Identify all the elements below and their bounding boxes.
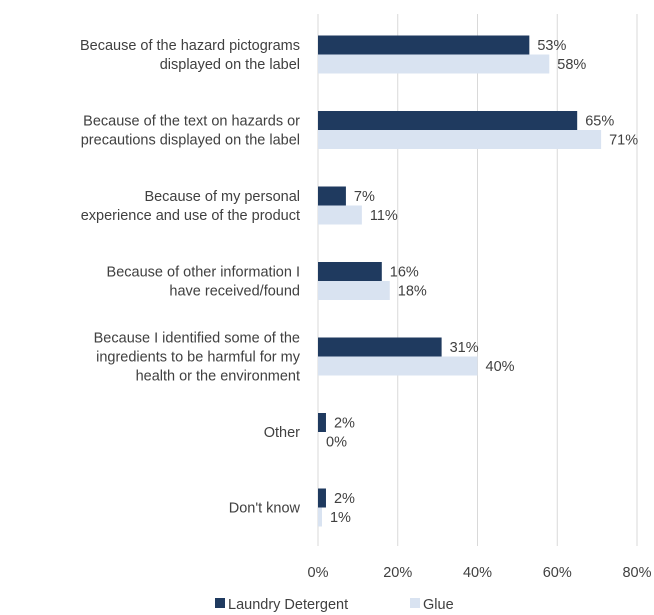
labels: 0% 20% 40% 60% 80% 53% 58% Because of the hazar…	[80, 38, 652, 581]
bars	[318, 35, 602, 527]
bar-laundry-detergent	[318, 337, 442, 357]
data-label: 71%	[609, 133, 638, 149]
legend-label: Laundry Detergent	[228, 597, 348, 613]
category-label-line: Because of other information I	[107, 265, 300, 281]
data-label: 2%	[334, 416, 355, 432]
category-label-line: displayed on the label	[160, 57, 300, 73]
bar-laundry-detergent	[318, 262, 382, 281]
category-label: Because of the text on hazards or precaut…	[81, 114, 300, 149]
legend-swatch-glue	[410, 598, 420, 608]
category-label-line: ingredients to be harmful for my	[96, 350, 301, 366]
category-label: Because of other information I have recei…	[107, 265, 300, 300]
data-label: 2%	[334, 491, 355, 507]
category-label-line: Don't know	[229, 501, 301, 517]
data-label: 11%	[370, 208, 398, 224]
category-label: Because I identified some of the ingredie…	[94, 331, 301, 385]
data-label: 1%	[330, 510, 351, 526]
x-tick-label: 60%	[543, 565, 572, 581]
data-label: 0%	[326, 435, 347, 451]
data-label: 16%	[390, 265, 419, 281]
bar-laundry-detergent	[318, 35, 530, 55]
category-label-line: Because of my personal	[144, 189, 300, 205]
category-label: Because of my personal experience and use…	[81, 189, 300, 224]
category-label: Other	[264, 425, 300, 441]
bar-glue	[318, 356, 478, 376]
data-label: 31%	[450, 340, 479, 356]
legend-swatch-laundry-detergent	[215, 598, 225, 608]
bar-glue	[318, 281, 390, 300]
x-tick-label: 40%	[463, 565, 492, 581]
category-label-line: precautions displayed on the label	[81, 133, 300, 149]
legend-label: Glue	[423, 597, 454, 613]
data-label: 53%	[537, 38, 566, 54]
category-label-line: experience and use of the product	[81, 208, 300, 224]
category-label-line: Because I identified some of the	[94, 331, 300, 347]
legend: Laundry Detergent Glue	[215, 597, 454, 613]
bar-glue	[318, 507, 322, 527]
bar-laundry-detergent	[318, 488, 326, 508]
category-label: Because of the hazard pictograms displaye…	[80, 38, 300, 73]
bar-glue	[318, 130, 602, 149]
bar-laundry-detergent	[318, 186, 346, 206]
gridlines	[317, 14, 638, 546]
data-label: 40%	[486, 359, 515, 375]
data-label: 18%	[398, 284, 427, 300]
category-label-line: Other	[264, 425, 300, 441]
category-label-line: health or the environment	[136, 369, 300, 385]
data-label: 58%	[557, 57, 586, 73]
x-tick-label: 0%	[308, 565, 329, 581]
data-label: 65%	[585, 114, 614, 130]
x-tick-label: 80%	[622, 565, 651, 581]
category-label-line: have received/found	[169, 284, 300, 300]
bar-laundry-detergent	[318, 413, 326, 432]
bar-glue	[318, 54, 550, 74]
bar-laundry-detergent	[318, 111, 578, 130]
category-label-line: Because of the hazard pictograms	[80, 38, 300, 54]
data-label: 7%	[354, 189, 375, 205]
category-label: Don't know	[229, 501, 301, 517]
bar-glue	[318, 205, 362, 225]
x-tick-label: 20%	[383, 565, 412, 581]
category-label-line: Because of the text on hazards or	[83, 114, 300, 130]
